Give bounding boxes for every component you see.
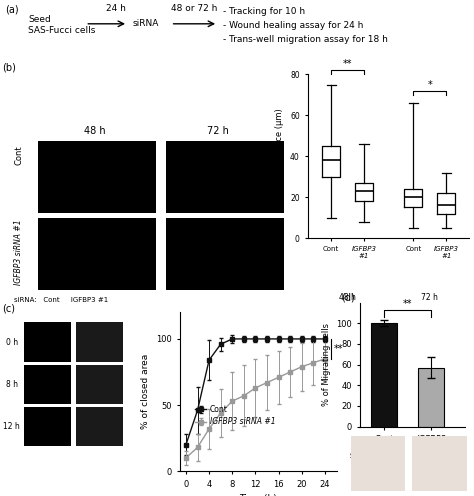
Text: 72 h: 72 h [421, 293, 438, 303]
Text: 48 or 72 h: 48 or 72 h [171, 4, 218, 13]
Text: Cont: Cont [15, 146, 23, 166]
Text: 72 h: 72 h [207, 126, 229, 136]
Text: siRNA:: siRNA: [350, 451, 375, 460]
Text: siRNA: siRNA [133, 19, 159, 28]
Text: 0 h: 0 h [6, 338, 18, 347]
Y-axis label: % of closed area: % of closed area [141, 354, 150, 430]
Bar [371, 323, 397, 427]
Y-axis label: Average distance (μm): Average distance (μm) [275, 108, 284, 204]
Text: 48 h: 48 h [339, 293, 356, 303]
Text: - Tracking for 10 h: - Tracking for 10 h [223, 7, 305, 16]
Y-axis label: % of Migrating cells: % of Migrating cells [321, 323, 330, 406]
Text: (b): (b) [2, 62, 16, 73]
Text: IGFBP3 siRNA #1: IGFBP3 siRNA #1 [15, 219, 23, 285]
Legend: Cont, IGFBP3 siRNA #1: Cont, IGFBP3 siRNA #1 [192, 402, 279, 429]
Text: *: * [428, 80, 432, 90]
Text: (c): (c) [2, 304, 15, 314]
X-axis label: Time (h): Time (h) [239, 494, 277, 496]
Text: (a): (a) [5, 5, 18, 15]
Text: (d): (d) [341, 293, 355, 303]
Text: 12 h: 12 h [3, 422, 20, 431]
Text: **: ** [343, 60, 352, 69]
Text: siRNA:: siRNA: [260, 281, 285, 290]
Text: **: ** [334, 344, 343, 354]
Text: - Wound healing assay for 24 h: - Wound healing assay for 24 h [223, 21, 363, 30]
Text: - Trans-well migration assay for 18 h: - Trans-well migration assay for 18 h [223, 35, 388, 44]
Text: 24 h: 24 h [106, 4, 126, 13]
Text: siRNA:   Cont     IGFBP3 #1: siRNA: Cont IGFBP3 #1 [14, 297, 109, 303]
Text: **: ** [403, 299, 412, 309]
Text: Seed
SAS-Fucci cells: Seed SAS-Fucci cells [28, 15, 96, 35]
Text: 48 h: 48 h [84, 126, 105, 136]
Bar [418, 368, 444, 427]
Text: 8 h: 8 h [6, 380, 18, 389]
